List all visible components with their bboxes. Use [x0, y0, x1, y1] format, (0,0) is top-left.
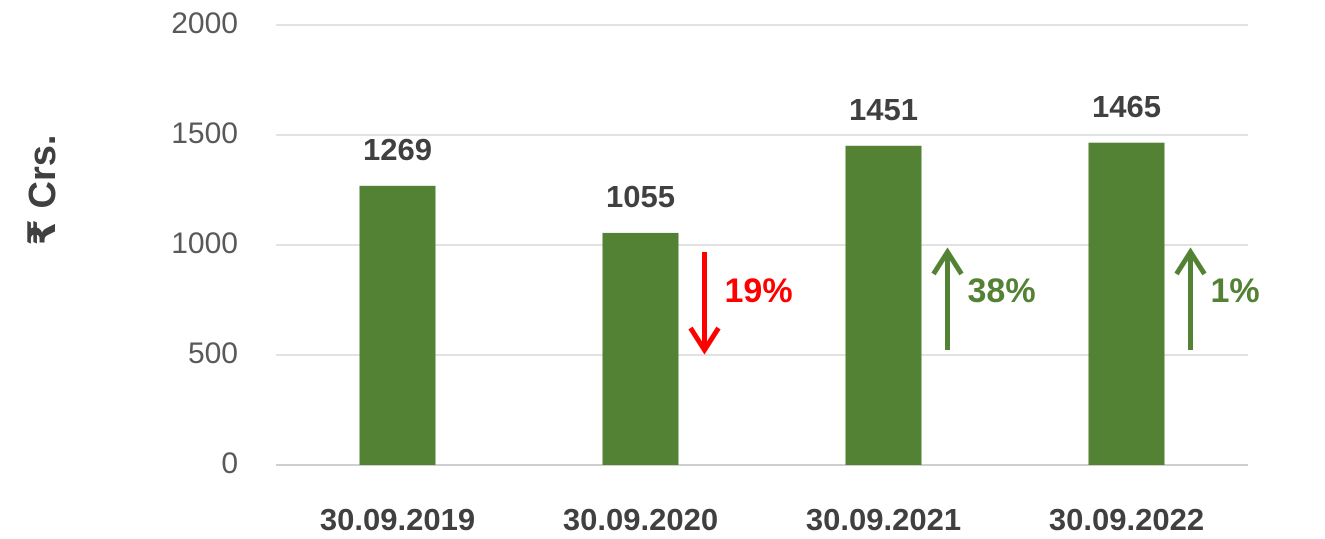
bar [1088, 142, 1165, 465]
data-label: 1055 [606, 179, 675, 214]
bar [359, 185, 436, 465]
x-tick-label: 30.09.2020 [563, 502, 718, 537]
data-label: 1269 [363, 132, 432, 167]
arrow-head [1174, 247, 1207, 276]
annotation: 19% [725, 272, 793, 310]
y-tick-label: 1500 [171, 117, 238, 150]
x-tick-label: 30.09.2021 [806, 502, 961, 537]
y-tick-label: 1000 [171, 227, 238, 260]
x-tick-label: 30.09.2019 [320, 502, 475, 537]
data-label: 1465 [1092, 89, 1161, 124]
annotation: 38% [968, 272, 1036, 310]
bar [602, 232, 679, 465]
data-label: 1451 [849, 92, 918, 127]
y-tick-label: 2000 [171, 7, 238, 40]
y-tick-label: 500 [188, 337, 238, 370]
annotation: 1% [1211, 272, 1260, 310]
y-axis-label: ₹ Crs. [22, 135, 64, 246]
x-tick-label: 30.09.2022 [1049, 502, 1204, 537]
bar [845, 145, 922, 465]
arrow-head [931, 247, 964, 276]
y-tick-label: 0 [221, 447, 238, 480]
arrow-head [688, 326, 721, 355]
